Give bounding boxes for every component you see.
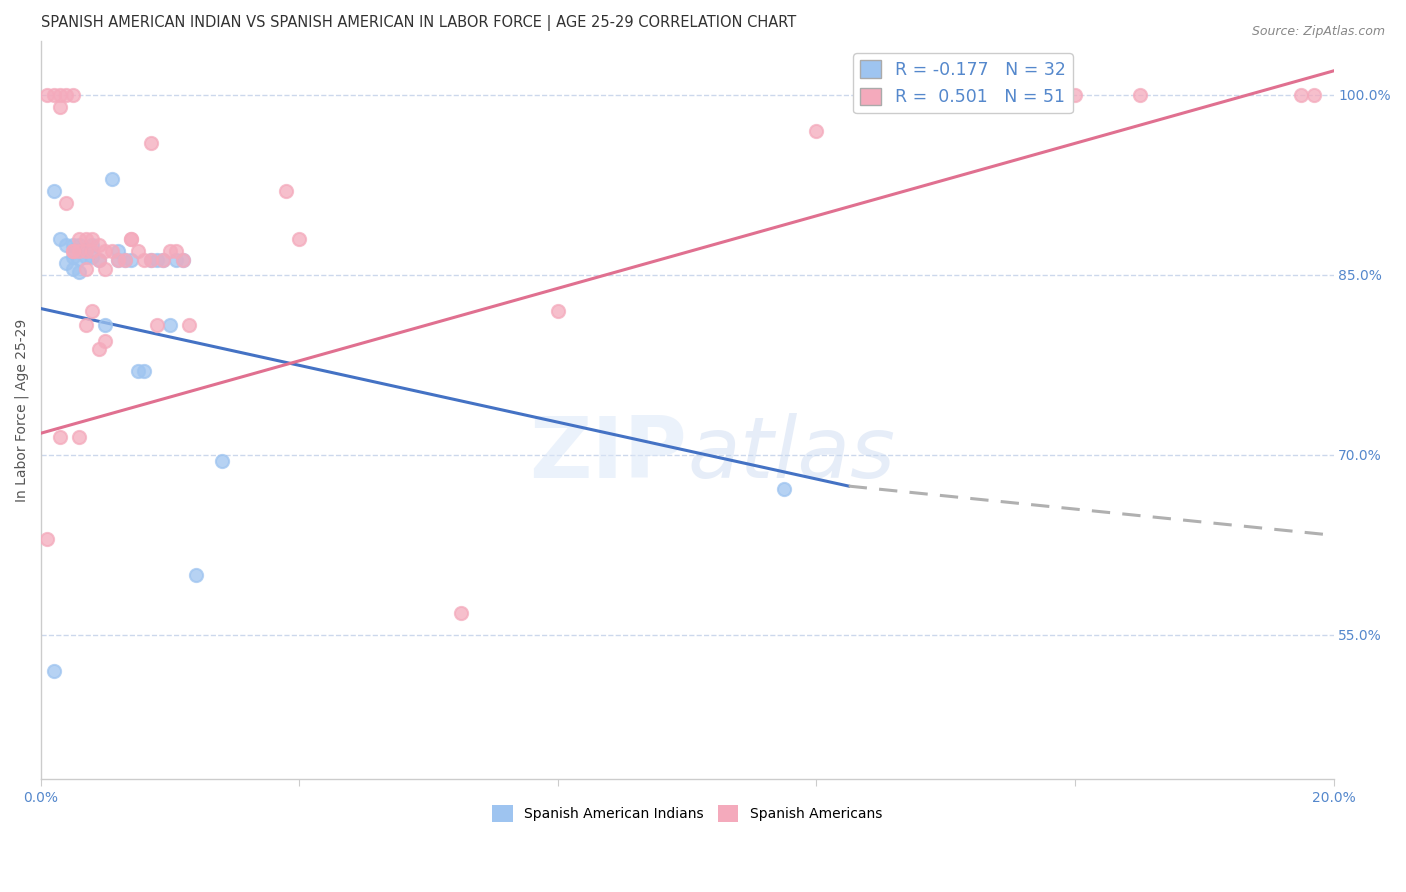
Point: [55, 256, 77, 270]
Point: [42, 184, 65, 198]
Y-axis label: In Labor Force | Age 25-29: In Labor Force | Age 25-29: [15, 318, 30, 501]
Point: [87, 253, 110, 268]
Point: [94, 244, 117, 258]
Point: [62, 261, 84, 276]
Point: [165, 244, 187, 258]
Point: [55, 87, 77, 102]
Point: [132, 364, 155, 378]
Point: [75, 318, 97, 333]
Point: [184, 568, 207, 582]
Point: [172, 253, 194, 268]
Point: [139, 253, 162, 268]
Point: [100, 244, 122, 258]
Point: [1129, 87, 1152, 102]
Point: [100, 172, 122, 186]
Point: [35, 87, 58, 102]
Legend: Spanish American Indians, Spanish Americans: Spanish American Indians, Spanish Americ…: [486, 799, 887, 827]
Point: [67, 252, 90, 267]
Point: [67, 238, 90, 252]
Point: [75, 232, 97, 246]
Point: [62, 238, 84, 252]
Point: [35, 532, 58, 546]
Point: [120, 253, 142, 268]
Point: [87, 343, 110, 357]
Text: SPANISH AMERICAN INDIAN VS SPANISH AMERICAN IN LABOR FORCE | AGE 25-29 CORRELATI: SPANISH AMERICAN INDIAN VS SPANISH AMERI…: [41, 15, 796, 31]
Point: [1289, 87, 1312, 102]
Point: [49, 100, 72, 114]
Point: [42, 87, 65, 102]
Point: [211, 454, 233, 468]
Point: [139, 136, 162, 150]
Point: [132, 253, 155, 268]
Point: [547, 304, 569, 318]
Point: [1064, 87, 1087, 102]
Point: [62, 244, 84, 258]
Point: [82, 244, 104, 258]
Point: [288, 232, 311, 246]
Point: [75, 244, 97, 258]
Point: [55, 195, 77, 210]
Point: [107, 253, 129, 268]
Point: [773, 482, 796, 496]
Point: [55, 238, 77, 252]
Point: [94, 318, 117, 333]
Point: [159, 318, 181, 333]
Point: [114, 253, 136, 268]
Point: [94, 261, 117, 276]
Point: [152, 253, 174, 268]
Point: [146, 253, 169, 268]
Point: [42, 664, 65, 678]
Point: [127, 244, 149, 258]
Point: [120, 232, 142, 246]
Text: ZIP: ZIP: [529, 413, 688, 496]
Point: [49, 87, 72, 102]
Point: [146, 318, 169, 333]
Point: [82, 250, 104, 264]
Point: [114, 253, 136, 268]
Point: [159, 244, 181, 258]
Point: [67, 430, 90, 444]
Point: [62, 87, 84, 102]
Point: [82, 232, 104, 246]
Point: [165, 253, 187, 268]
Text: atlas: atlas: [688, 413, 896, 496]
Point: [94, 334, 117, 348]
Point: [62, 244, 84, 258]
Point: [49, 430, 72, 444]
Point: [1303, 87, 1326, 102]
Point: [806, 124, 828, 138]
Point: [62, 250, 84, 264]
Point: [107, 244, 129, 258]
Point: [152, 253, 174, 268]
Point: [87, 253, 110, 268]
Point: [49, 232, 72, 246]
Point: [67, 232, 90, 246]
Point: [75, 261, 97, 276]
Point: [127, 364, 149, 378]
Point: [172, 253, 194, 268]
Point: [276, 184, 298, 198]
Point: [75, 250, 97, 264]
Point: [450, 607, 472, 621]
Point: [67, 265, 90, 279]
Text: Source: ZipAtlas.com: Source: ZipAtlas.com: [1251, 25, 1385, 38]
Point: [82, 304, 104, 318]
Point: [120, 232, 142, 246]
Point: [82, 238, 104, 252]
Point: [107, 253, 129, 268]
Point: [67, 244, 90, 258]
Point: [87, 238, 110, 252]
Point: [179, 318, 201, 333]
Point: [139, 253, 162, 268]
